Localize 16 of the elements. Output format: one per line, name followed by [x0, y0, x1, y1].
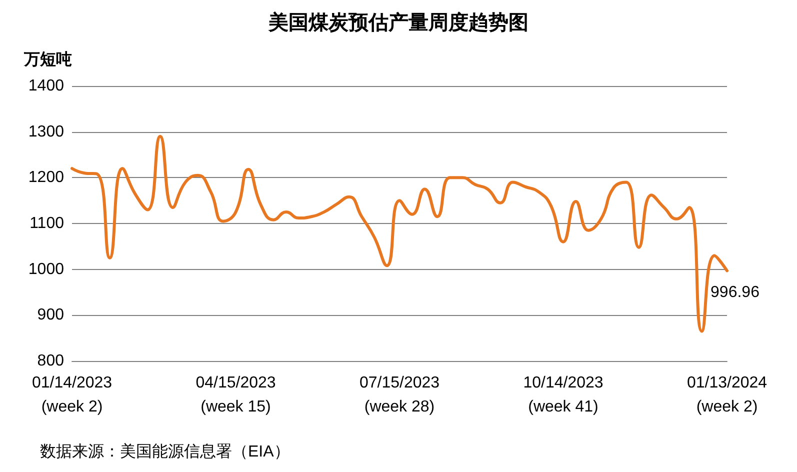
y-tick-label: 1400: [28, 78, 64, 94]
x-tick-label: 01/13/2024 (week 2): [686, 374, 768, 416]
y-tick-label: 1000: [28, 260, 64, 278]
y-tick-label: 1300: [28, 123, 64, 140]
y-axis-title: 万短吨: [23, 50, 72, 68]
y-tick-label: 1200: [28, 169, 64, 186]
y-tick-label: 900: [37, 306, 64, 324]
x-tick-label: 01/14/2023 (week 2): [32, 374, 112, 416]
chart-title: 美国煤炭预估产量周度趋势图: [268, 11, 528, 34]
y-tick-label: 800: [37, 352, 64, 370]
x-tick-label: 04/15/2023 (week 15): [196, 374, 276, 416]
x-tick-label: 07/15/2023 (week 28): [359, 374, 440, 416]
y-tick-label: 1100: [30, 215, 64, 232]
x-tick-label: 10/14/2023 (week 41): [523, 374, 604, 416]
data-label: 996.96: [710, 284, 760, 302]
source-note: 数据来源：美国能源信息署（EIA）: [40, 442, 290, 460]
